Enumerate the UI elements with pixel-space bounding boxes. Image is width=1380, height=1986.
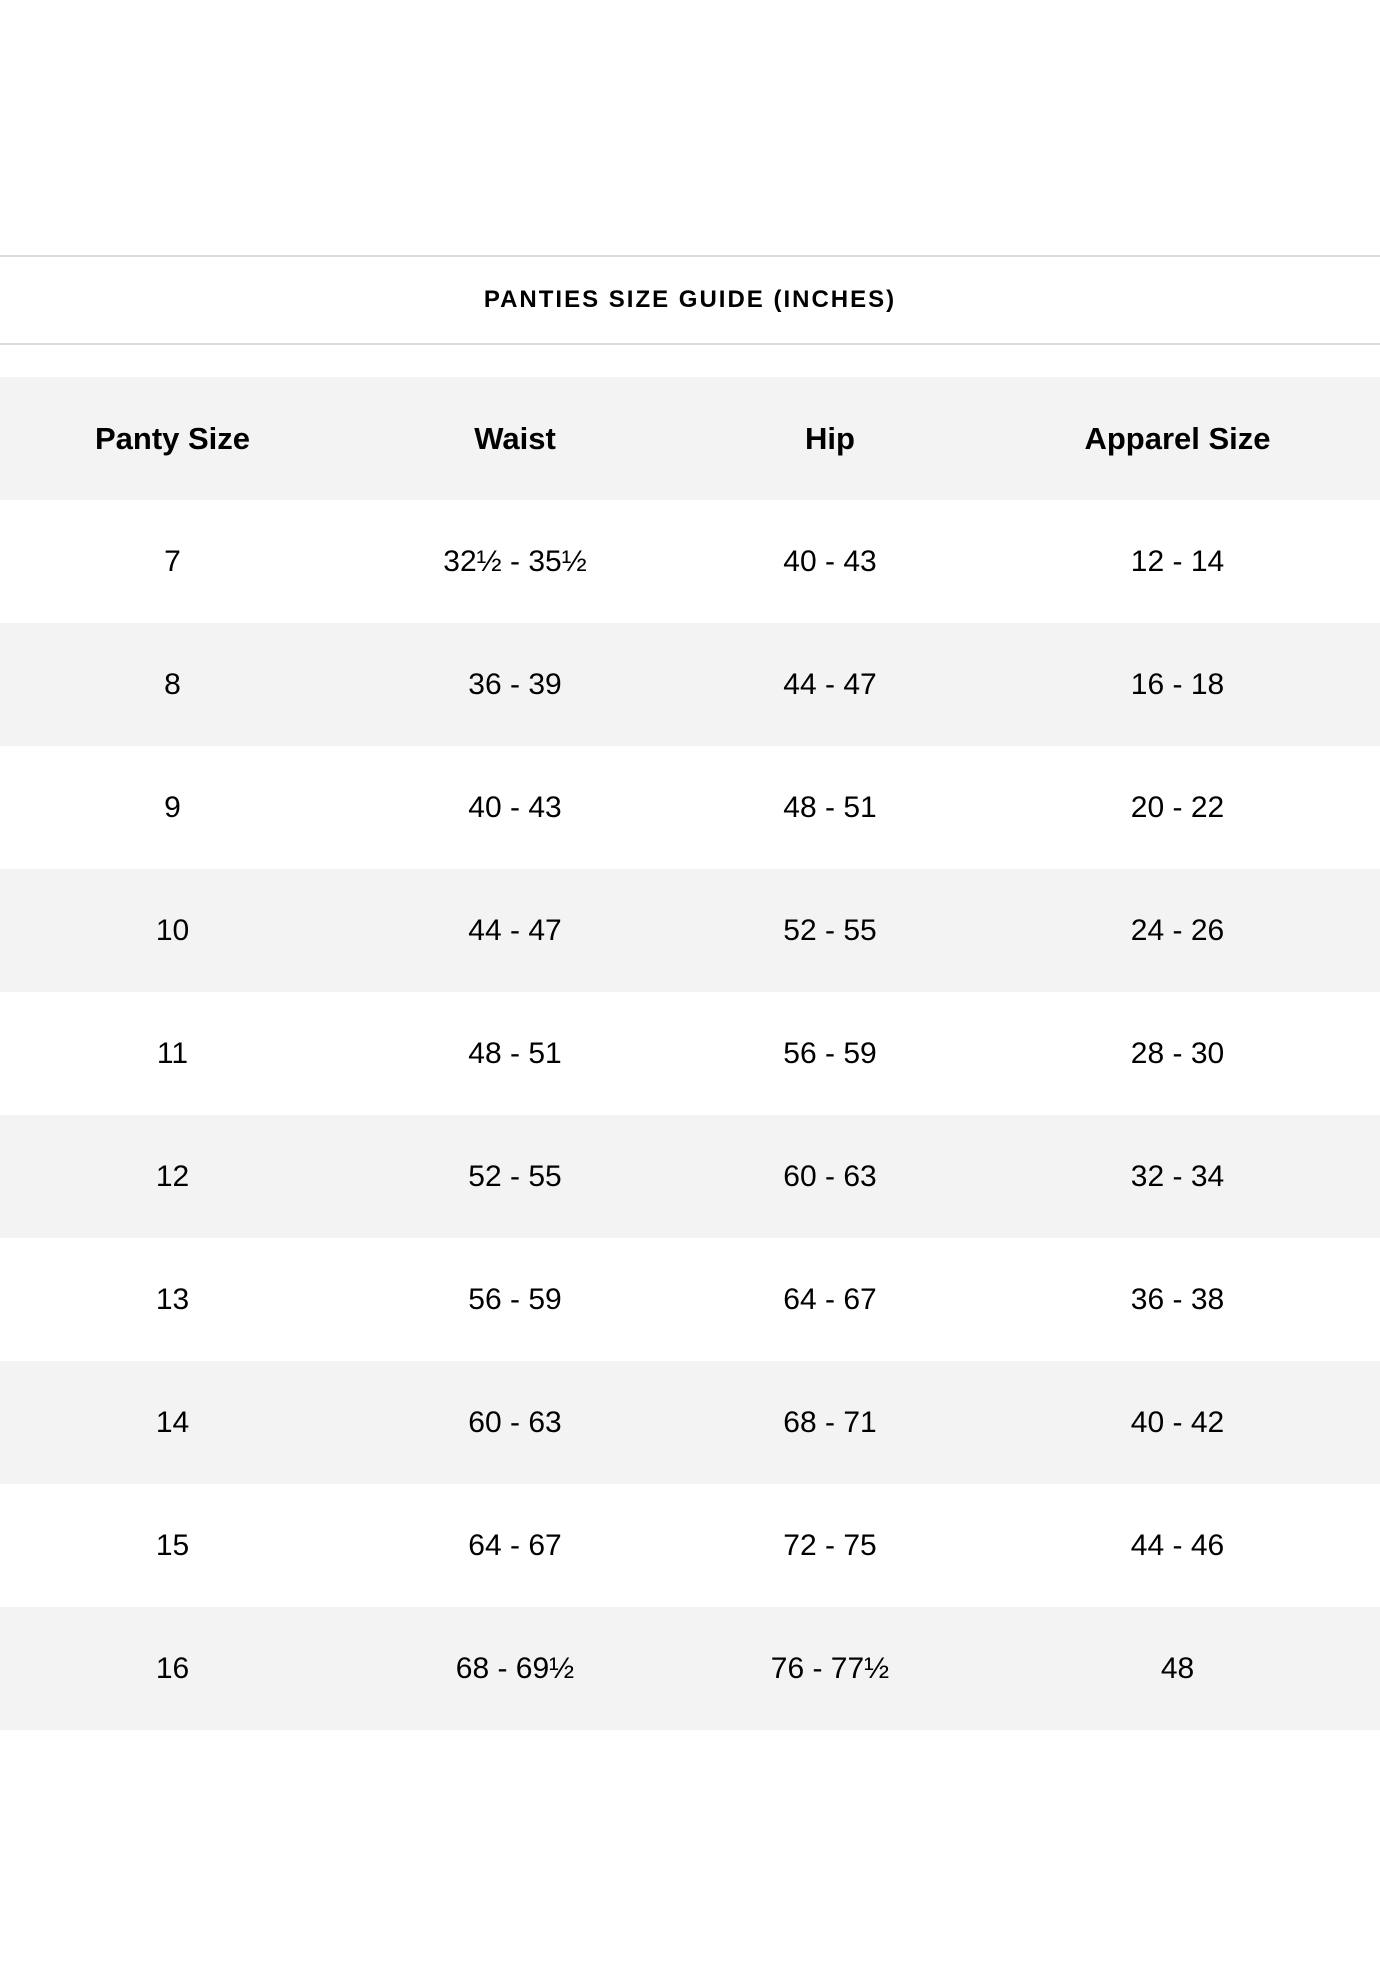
- table-row: 10 44 - 47 52 - 55 24 - 26: [0, 869, 1380, 992]
- cell-apparel-size: 44 - 46: [1130, 1528, 1225, 1562]
- cell-waist: 44 - 47: [468, 913, 562, 947]
- table-row: 13 56 - 59 64 - 67 36 - 38: [0, 1238, 1380, 1361]
- cell-panty-size: 12: [155, 1159, 190, 1193]
- table-row: 14 60 - 63 68 - 71 40 - 42: [0, 1361, 1380, 1484]
- cell-panty-size: 8: [164, 667, 181, 701]
- cell-waist: 52 - 55: [468, 1159, 562, 1193]
- cell-panty-size: 9: [164, 790, 181, 824]
- cell-panty-size: 14: [155, 1405, 190, 1439]
- header-waist: Waist: [474, 420, 556, 456]
- cell-hip: 56 - 59: [783, 1036, 877, 1070]
- header-panty-size: Panty Size: [94, 420, 251, 456]
- cell-apparel-size: 48: [1160, 1651, 1195, 1685]
- cell-apparel-size: 32 - 34: [1130, 1159, 1225, 1193]
- cell-waist: 32½ - 35½: [443, 544, 587, 578]
- cell-waist: 40 - 43: [468, 790, 562, 824]
- cell-hip: 60 - 63: [783, 1159, 877, 1193]
- page-title: PANTIES SIZE GUIDE (INCHES): [483, 286, 897, 313]
- cell-hip: 76 - 77½: [770, 1651, 890, 1685]
- table-row: 9 40 - 43 48 - 51 20 - 22: [0, 746, 1380, 869]
- cell-hip: 52 - 55: [783, 913, 877, 947]
- cell-waist: 68 - 69½: [455, 1651, 575, 1685]
- cell-hip: 44 - 47: [783, 667, 877, 701]
- cell-apparel-size: 12 - 14: [1130, 544, 1225, 578]
- cell-apparel-size: 40 - 42: [1130, 1405, 1225, 1439]
- cell-waist: 36 - 39: [468, 667, 562, 701]
- cell-waist: 56 - 59: [468, 1282, 562, 1316]
- cell-hip: 40 - 43: [783, 544, 877, 578]
- cell-hip: 48 - 51: [783, 790, 877, 824]
- table-row: 16 68 - 69½ 76 - 77½ 48: [0, 1607, 1380, 1730]
- cell-panty-size: 13: [155, 1282, 190, 1316]
- cell-hip: 68 - 71: [783, 1405, 877, 1439]
- cell-hip: 72 - 75: [783, 1528, 877, 1562]
- cell-apparel-size: 24 - 26: [1130, 913, 1225, 947]
- cell-waist: 60 - 63: [468, 1405, 562, 1439]
- cell-apparel-size: 36 - 38: [1130, 1282, 1225, 1316]
- table-row: 15 64 - 67 72 - 75 44 - 46: [0, 1484, 1380, 1607]
- table-row: 8 36 - 39 44 - 47 16 - 18: [0, 623, 1380, 746]
- cell-panty-size: 16: [155, 1651, 190, 1685]
- table-row: 7 32½ - 35½ 40 - 43 12 - 14: [0, 500, 1380, 623]
- cell-panty-size: 11: [156, 1036, 189, 1070]
- header-apparel-size: Apparel Size: [1084, 420, 1271, 456]
- cell-apparel-size: 20 - 22: [1130, 790, 1225, 824]
- title-bar: PANTIES SIZE GUIDE (INCHES): [0, 255, 1380, 345]
- table-row: 12 52 - 55 60 - 63 32 - 34: [0, 1115, 1380, 1238]
- cell-panty-size: 10: [155, 913, 190, 947]
- size-guide-table: Panty Size Waist Hip Apparel Size 7 32½ -…: [0, 377, 1380, 1730]
- cell-panty-size: 7: [164, 544, 181, 578]
- header-hip: Hip: [805, 420, 855, 456]
- cell-waist: 48 - 51: [468, 1036, 562, 1070]
- cell-apparel-size: 16 - 18: [1130, 667, 1225, 701]
- header-row: Panty Size Waist Hip Apparel Size: [0, 377, 1380, 500]
- cell-panty-size: 15: [155, 1528, 190, 1562]
- cell-apparel-size: 28 - 30: [1130, 1036, 1225, 1070]
- table-row: 11 48 - 51 56 - 59 28 - 30: [0, 992, 1380, 1115]
- cell-waist: 64 - 67: [468, 1528, 562, 1562]
- cell-hip: 64 - 67: [783, 1282, 877, 1316]
